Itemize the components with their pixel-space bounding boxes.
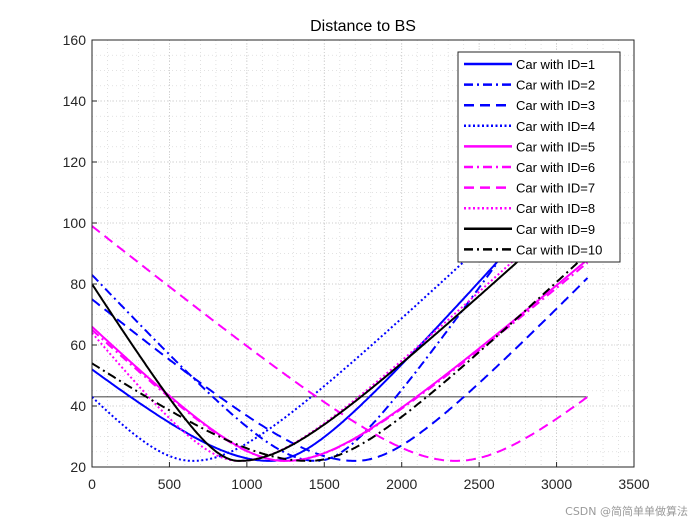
legend: Car with ID=1 Car with ID=2 Car with ID=3 C… [457, 51, 621, 263]
x-tick-label: 2500 [464, 476, 495, 492]
y-tick-label: 160 [63, 32, 87, 48]
series-line-5 [92, 258, 589, 462]
x-tick-label: 0 [88, 476, 96, 492]
x-tick-label: 3000 [541, 476, 572, 492]
series-line-10 [92, 252, 589, 462]
y-tick-label: 60 [70, 337, 86, 353]
x-tick-label: 500 [158, 476, 182, 492]
watermark: CSDN @简简单单做算法 [565, 505, 688, 518]
series-line-8 [92, 191, 589, 462]
legend-label: Car with ID=6 [516, 160, 595, 175]
legend-label: Car with ID=8 [516, 201, 595, 216]
x-tick-label: 3500 [618, 476, 649, 492]
y-tick-label: 140 [63, 93, 87, 109]
legend-label: Car with ID=10 [516, 242, 602, 257]
series-line-9 [92, 197, 589, 462]
legend-label: Car with ID=5 [516, 139, 595, 154]
legend-label: Car with ID=4 [516, 119, 595, 134]
legend-label: Car with ID=3 [516, 98, 595, 113]
x-axis-ticks: 0 500 1000 1500 2000 2500 3000 3500 [88, 462, 650, 492]
x-tick-label: 1500 [309, 476, 340, 492]
series-line-3 [92, 277, 589, 462]
series-line-2 [92, 137, 589, 462]
x-tick-label: 1000 [231, 476, 262, 492]
y-tick-label: 100 [63, 215, 87, 231]
y-tick-label: 40 [70, 398, 86, 414]
y-tick-label: 80 [70, 276, 86, 292]
y-tick-label: 20 [70, 459, 86, 475]
legend-label: Car with ID=1 [516, 57, 595, 72]
legend-label: Car with ID=2 [516, 78, 595, 93]
y-axis-ticks: 20 40 60 80 100 120 140 160 [63, 32, 97, 475]
x-tick-label: 2000 [386, 476, 417, 492]
legend-label: Car with ID=7 [516, 181, 595, 196]
legend-label: Car with ID=9 [516, 222, 595, 237]
chart-title: Distance to BS [310, 18, 416, 35]
legend-box [457, 51, 621, 263]
axes-box [91, 39, 635, 468]
y-tick-label: 120 [63, 154, 87, 170]
